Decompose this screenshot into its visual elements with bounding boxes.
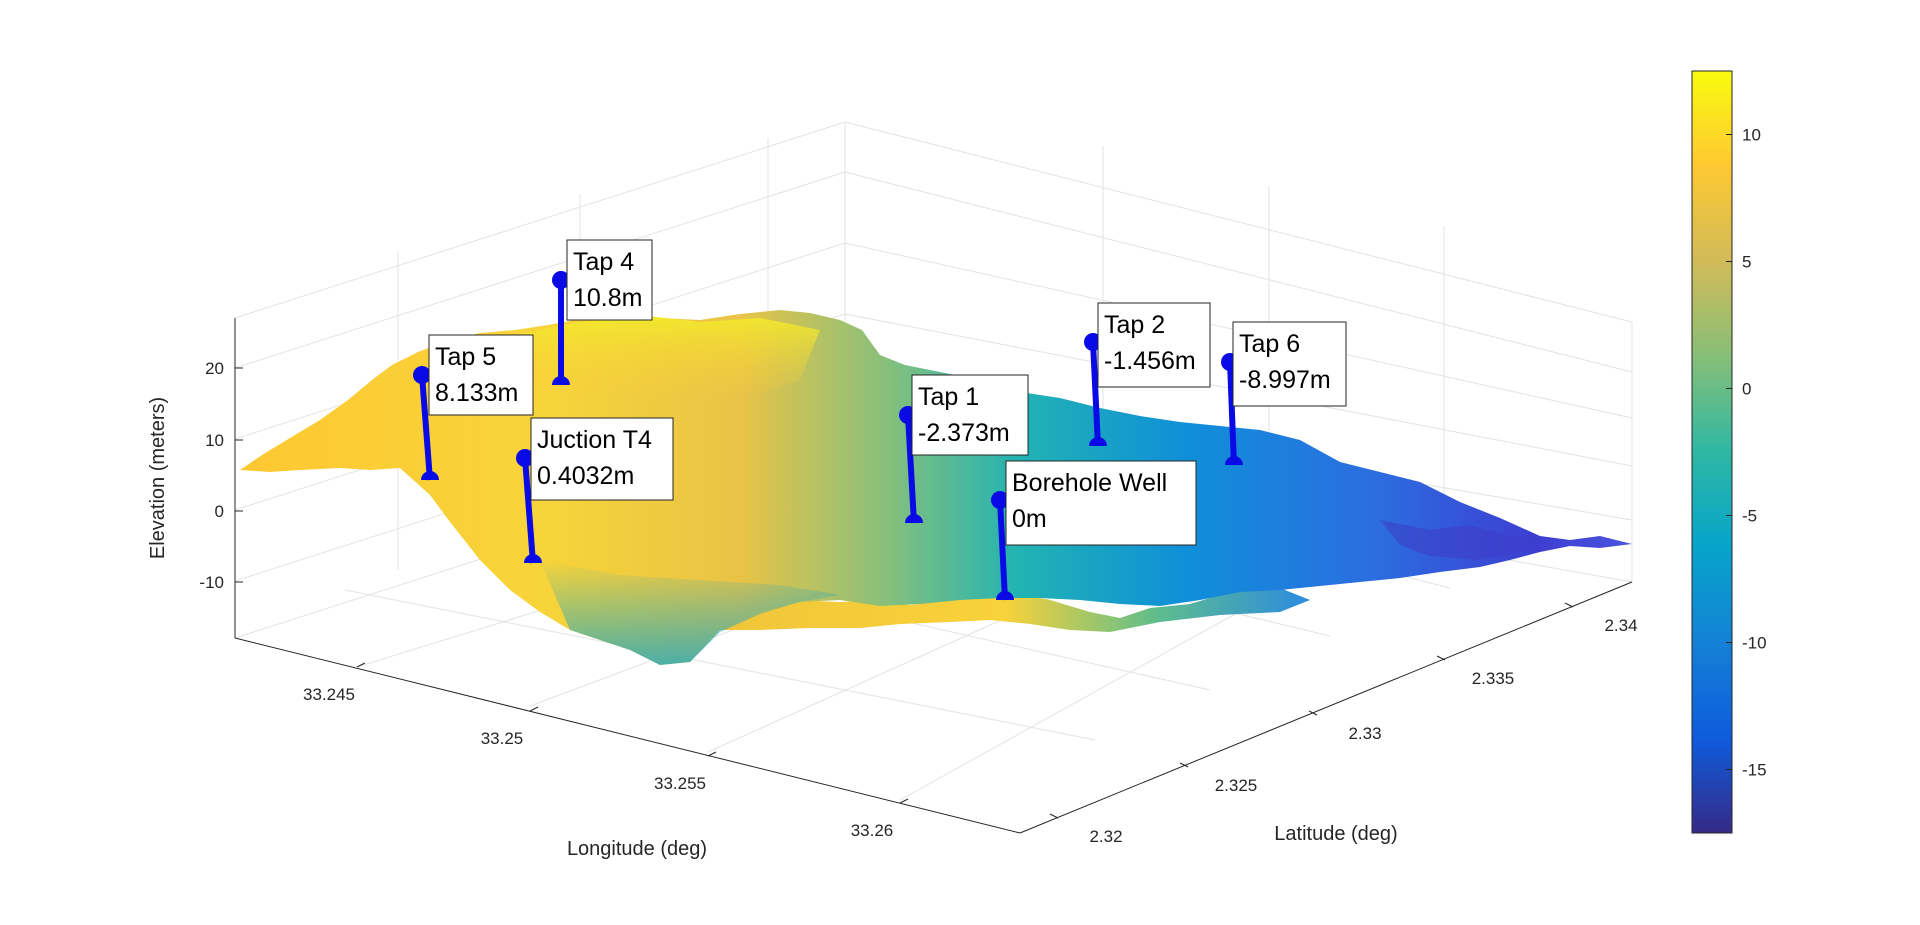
colorbar-scale <box>1691 70 1733 834</box>
point-marker: Tap 2 -1.456m <box>1084 302 1211 447</box>
y-tick-label: 2.335 <box>1472 669 1515 688</box>
y-tick-label: 2.325 <box>1215 776 1258 795</box>
point-marker: Tap 4 10.8m <box>552 239 653 385</box>
point-value-label: -2.373m <box>918 419 1010 447</box>
point-base <box>552 376 570 385</box>
point-value-label: -8.997m <box>1239 366 1331 394</box>
point-value-label: 8.133m <box>435 379 518 407</box>
point-label-box <box>428 334 534 416</box>
x-tick-label: 33.26 <box>851 821 894 840</box>
x-tick <box>529 706 539 712</box>
point-label-box <box>911 374 1029 456</box>
z-tick-label: -10 <box>199 573 224 592</box>
surface-low-basin <box>1380 520 1540 560</box>
y-tick-label: 2.33 <box>1348 724 1381 743</box>
point-base <box>996 591 1014 600</box>
x-tick-label: 33.245 <box>303 685 355 704</box>
y-tick <box>1436 655 1446 661</box>
z-tick-label: 20 <box>205 359 224 378</box>
y-tick <box>1308 710 1318 716</box>
point-marker: Tap 6 -8.997m <box>1221 321 1347 466</box>
point-name: Tap 6 <box>1239 330 1300 358</box>
x-tick <box>899 798 909 804</box>
z-tick-label: 0 <box>215 502 224 521</box>
point-base <box>1089 437 1107 446</box>
point-marker: Borehole Well 0m <box>991 460 1197 601</box>
point-marker: Tap 1 -2.373m <box>899 374 1029 524</box>
x-axis-line <box>234 637 1021 834</box>
point-label-box <box>1232 321 1347 407</box>
point-base <box>524 554 542 563</box>
surface-valley-shade <box>540 560 840 665</box>
point-stem <box>905 414 917 524</box>
point-stem <box>522 457 536 564</box>
point-marker: Juction T4 0.4032m <box>516 417 674 564</box>
x-axis-label: Longitude (deg) <box>567 838 707 860</box>
colorbar-tick-label: 5 <box>1742 253 1751 272</box>
y-tick <box>1564 602 1574 608</box>
point-label-box <box>1097 302 1211 388</box>
y-tick <box>1179 762 1189 768</box>
colorbar-tick-label: -15 <box>1742 761 1767 780</box>
x-tick <box>707 751 717 757</box>
point-head <box>413 366 431 384</box>
point-stem <box>1090 341 1101 447</box>
point-base <box>421 471 439 480</box>
y-tick-label: 2.32 <box>1089 827 1122 846</box>
point-head <box>991 491 1009 509</box>
point-name: Borehole Well <box>1012 469 1167 497</box>
colorbar-tick-label: -10 <box>1742 634 1767 653</box>
point-value-label: -1.456m <box>1104 347 1196 375</box>
point-name: Tap 2 <box>1104 311 1165 339</box>
point-value-label: 10.8m <box>573 284 642 312</box>
point-marker: Tap 5 8.133m <box>413 334 534 481</box>
z-axis-label: Elevation (meters) <box>147 397 169 559</box>
y-axis-line <box>1019 581 1633 834</box>
colorbar-tick-label: -5 <box>1742 507 1757 526</box>
x-tick-label: 33.255 <box>654 774 706 793</box>
point-label-box <box>566 239 653 321</box>
point-base <box>905 514 923 523</box>
point-stem <box>997 499 1008 601</box>
point-name: Juction T4 <box>537 426 652 454</box>
point-value-label: 0m <box>1012 505 1047 533</box>
point-name: Tap 4 <box>573 248 634 276</box>
point-name: Tap 5 <box>435 343 496 371</box>
z-tick-label: 10 <box>205 431 224 450</box>
point-stem <box>419 374 433 481</box>
colorbar: 10 5 0 -5 -10 -15 <box>1691 70 1767 834</box>
x-tick-label: 33.25 <box>481 729 524 748</box>
colorbar-tick-label: 10 <box>1742 126 1761 145</box>
point-base <box>1225 456 1243 465</box>
point-value-label: 0.4032m <box>537 462 634 490</box>
point-stem <box>1227 361 1237 466</box>
point-head <box>552 271 570 289</box>
y-axis-label: Latitude (deg) <box>1274 823 1397 845</box>
y-tick <box>1049 813 1059 819</box>
point-label-box <box>530 417 674 501</box>
y-tick-label: 2.34 <box>1604 616 1637 635</box>
point-head <box>516 449 534 467</box>
point-name: Tap 1 <box>918 383 979 411</box>
point-label-box <box>1005 460 1197 546</box>
colorbar-tick-label: 0 <box>1742 380 1751 399</box>
x-tick <box>356 662 366 668</box>
surface-front-rim <box>700 588 1310 632</box>
